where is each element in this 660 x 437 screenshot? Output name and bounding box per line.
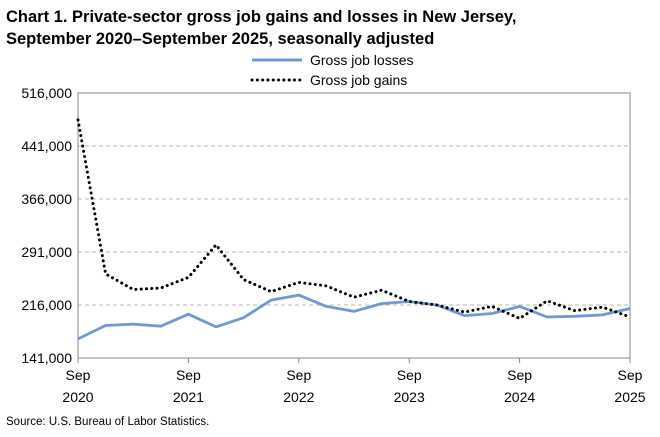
x-tick-month: Sep xyxy=(507,367,532,383)
x-tick-year: 2024 xyxy=(504,389,535,405)
y-tick-label: 216,000 xyxy=(21,297,72,313)
x-tick-month: Sep xyxy=(286,367,311,383)
chart-title-line-1: Chart 1. Private-sector gross job gains … xyxy=(6,8,517,26)
y-axis: 516,000 441,000 366,000 291,000 216,000 141,0… xyxy=(21,85,72,366)
series-line-gross-job-losses xyxy=(77,293,631,341)
x-tick-year: 2023 xyxy=(394,389,425,405)
x-tick-month: Sep xyxy=(618,367,643,383)
y-tick-label: 141,000 xyxy=(21,350,72,366)
x-tick-month: Sep xyxy=(66,367,91,383)
series-group xyxy=(76,118,632,341)
x-tick-year: 2022 xyxy=(283,389,314,405)
legend-label: Gross job losses xyxy=(310,52,413,68)
y-tick-label: 366,000 xyxy=(21,191,72,207)
x-tick-year: 2025 xyxy=(614,389,645,405)
x-tick-month: Sep xyxy=(397,367,422,383)
y-tick-label: 441,000 xyxy=(21,138,72,154)
legend-label: Gross job gains xyxy=(310,72,407,88)
x-tick-month: Sep xyxy=(176,367,201,383)
x-tick-year: 2021 xyxy=(173,389,204,405)
series-line-gross-job-gains xyxy=(76,118,632,321)
source-note: Source: U.S. Bureau of Labor Statistics. xyxy=(6,416,210,428)
gridlines xyxy=(78,145,630,306)
y-tick-label: 516,000 xyxy=(21,85,72,101)
y-tick-label: 291,000 xyxy=(21,244,72,260)
chart-title: Chart 1. Private-sector gross job gains … xyxy=(6,6,646,50)
chart-title-line-2: September 2020–September 2025, seasonall… xyxy=(6,30,435,48)
x-tick-year: 2020 xyxy=(62,389,93,405)
plot-area-border xyxy=(77,92,631,359)
legend: Gross job losses Gross job gains xyxy=(250,52,413,88)
x-axis: Sep 2020 Sep 2021 Sep 2022 Sep 2023 Sep 2024 Sep 20… xyxy=(62,358,646,405)
